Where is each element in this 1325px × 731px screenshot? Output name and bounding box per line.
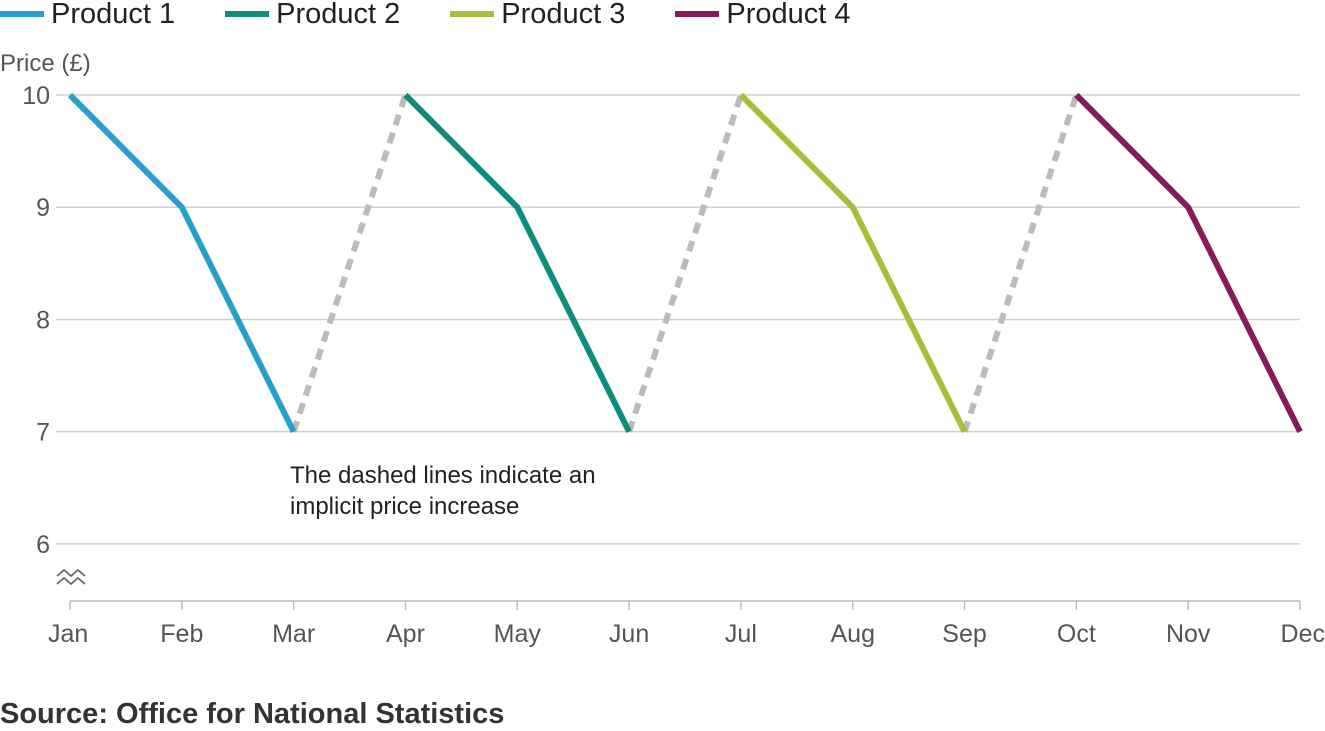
series-line [67, 92, 297, 434]
legend-item: Product 4 [675, 0, 851, 31]
x-tick-label: Nov [1166, 620, 1211, 648]
source-note: Source: Office for National Statistics [0, 698, 505, 730]
axis-break-icon [56, 568, 86, 586]
legend-swatch [450, 11, 495, 17]
legend: Product 1 Product 2 Product 3 Product 4 [0, 0, 901, 34]
axis-break-zigzag [56, 568, 86, 578]
legend-item: Product 3 [450, 0, 625, 31]
axis-break-zigzag [56, 576, 86, 586]
series-line [738, 92, 968, 434]
y-tick-label: 7 [36, 419, 50, 447]
series-line [1074, 92, 1303, 434]
y-tick-label: 9 [36, 194, 50, 222]
dashed-link-line [961, 94, 1080, 433]
y-tick-label: 6 [36, 531, 50, 559]
x-tick-label: Jan [48, 620, 88, 648]
y-axis-label: Price (£) [0, 50, 91, 77]
legend-item: Product 1 [0, 0, 175, 31]
x-tick-label: May [494, 620, 542, 648]
x-tick-label: Feb [160, 620, 203, 648]
x-tick-label: Sep [942, 620, 986, 648]
dashed-link-line [290, 94, 409, 433]
legend-label: Product 4 [726, 0, 851, 30]
x-axis: Jan Feb Mar Apr May Jun Jul Aug Sep Oct Nov Dec [48, 600, 1325, 648]
legend-swatch [0, 11, 44, 17]
legend-swatch [675, 11, 720, 17]
y-tick-label: 10 [22, 82, 50, 110]
legend-label: Product 1 [51, 0, 176, 30]
x-tick-label: Dec [1281, 620, 1325, 648]
x-tick-label: Mar [272, 620, 315, 648]
x-tick-label: Apr [386, 620, 425, 648]
x-tick-label: Aug [830, 620, 874, 648]
gridlines [56, 94, 1300, 545]
dashed-link-line [626, 94, 744, 433]
legend-item: Product 2 [225, 0, 400, 31]
x-tick-label: Jun [609, 620, 649, 648]
y-tick-label: 8 [36, 306, 50, 334]
series-line [403, 92, 632, 434]
y-axis-ticks: 6 7 8 9 10 [22, 82, 50, 559]
series-lines [67, 92, 1303, 434]
x-tick-label: Jul [725, 620, 757, 648]
legend-label: Product 2 [276, 0, 401, 30]
x-tick-label: Oct [1057, 620, 1096, 648]
legend-label: Product 3 [501, 0, 626, 30]
legend-swatch [225, 11, 270, 17]
chart-annotation: The dashed lines indicate an implicit pr… [290, 462, 596, 520]
dashed-links [290, 94, 1080, 433]
